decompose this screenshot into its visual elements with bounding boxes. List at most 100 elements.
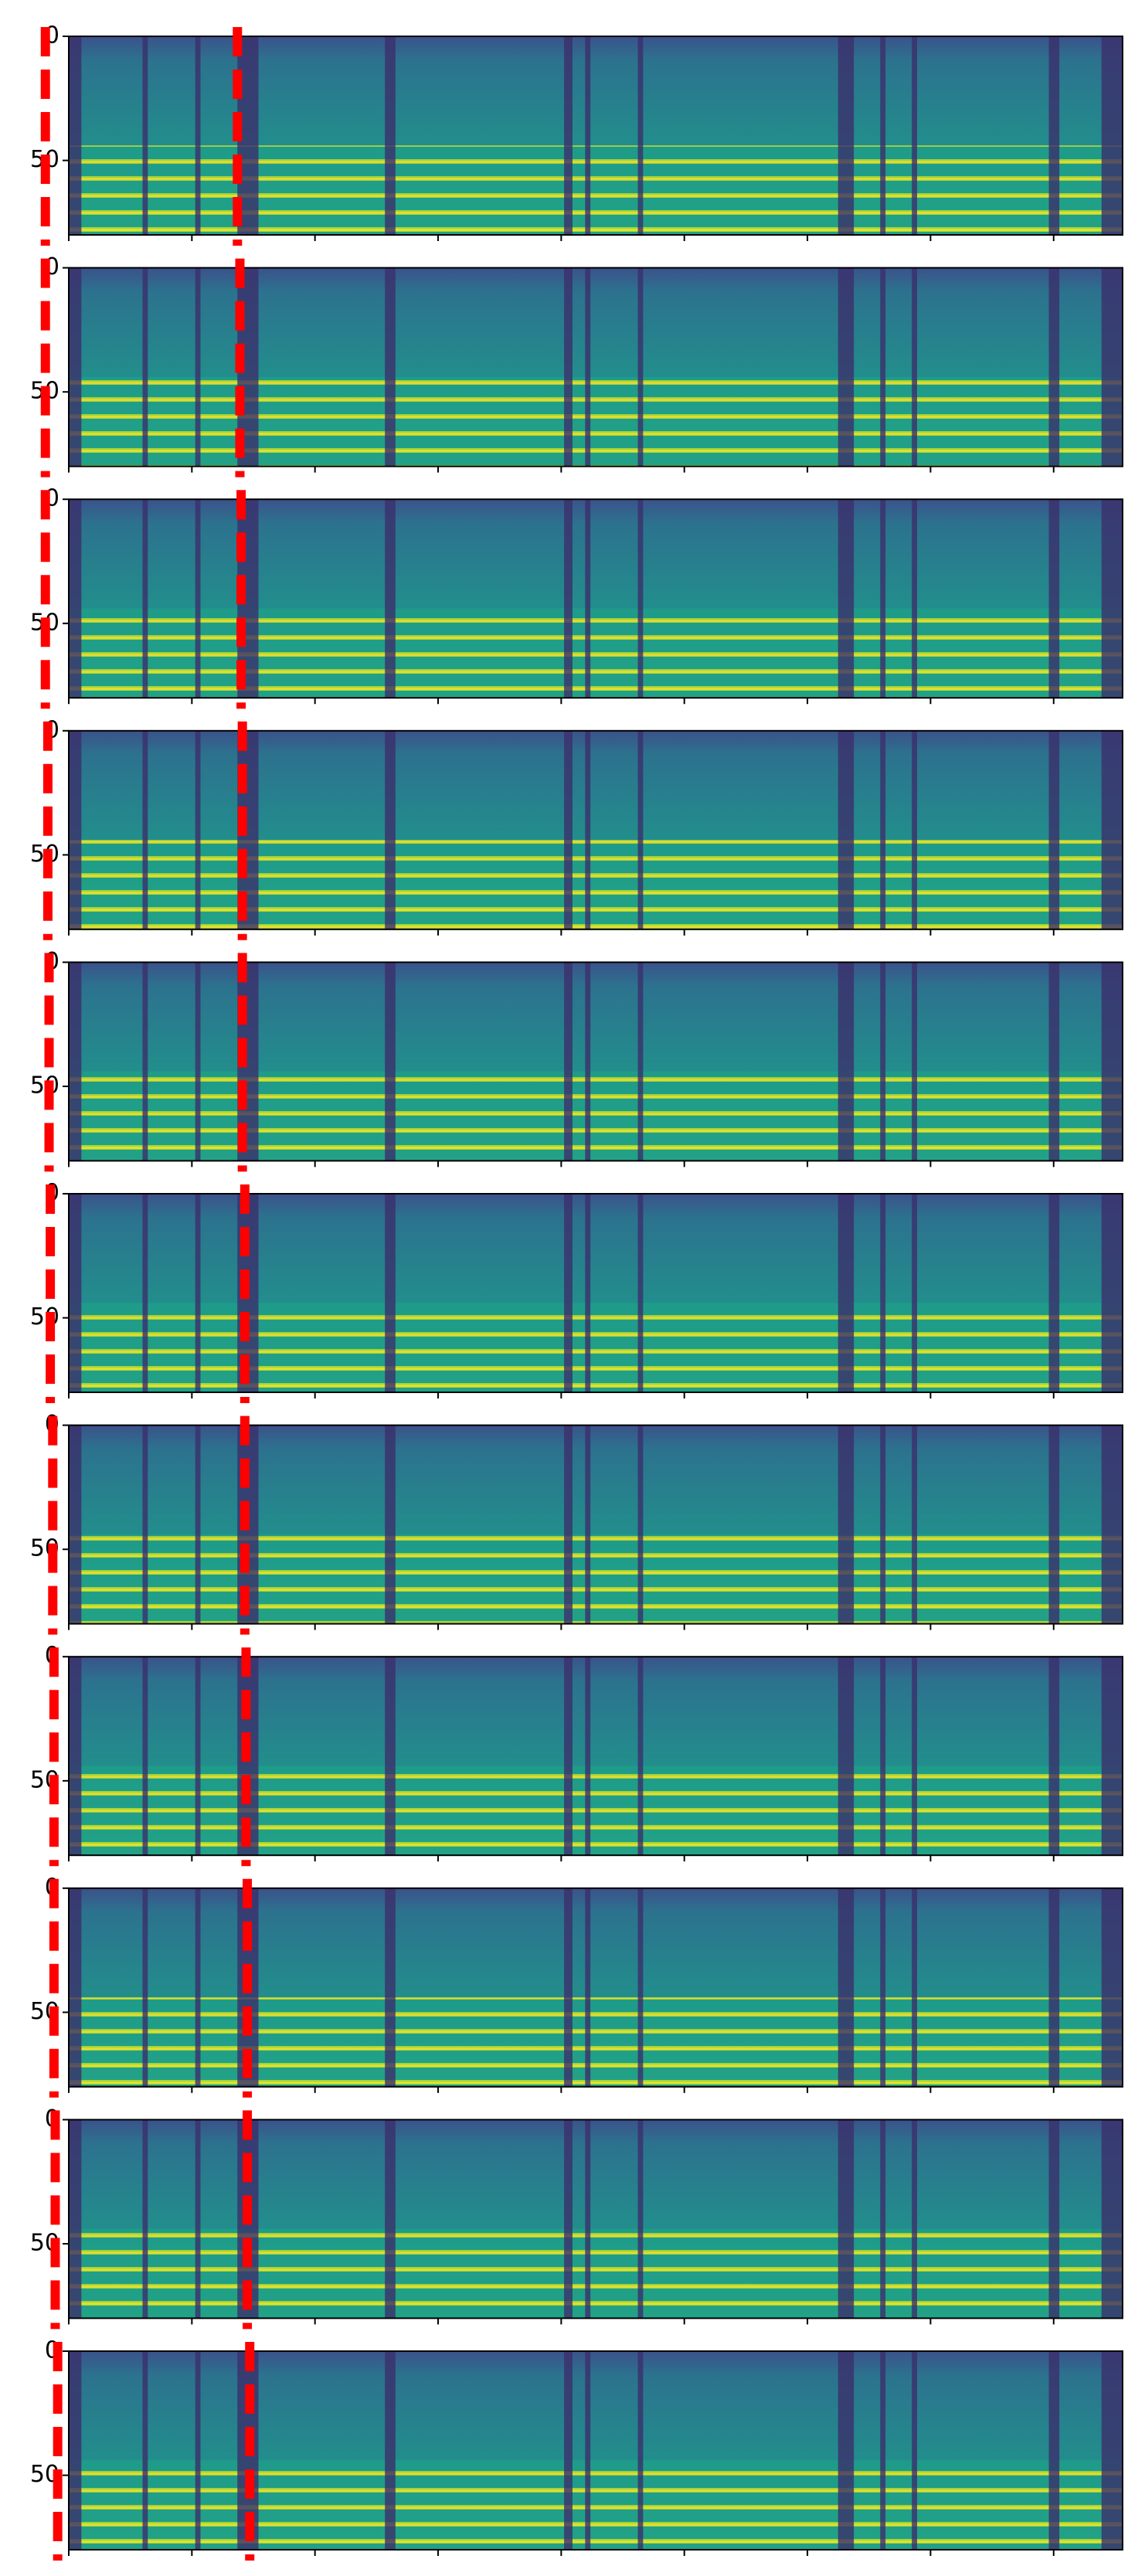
spectrogram-silence: [838, 1888, 854, 2087]
spectrogram-silence: [912, 730, 918, 929]
spectrogram-silence: [1101, 730, 1123, 929]
spectrogram-silence: [637, 1657, 644, 1856]
spectrogram-harmonics: [69, 376, 1123, 467]
spectrogram-silence: [564, 1194, 572, 1392]
spectrogram-silence: [195, 2119, 201, 2319]
spectrogram-silence: [880, 730, 886, 929]
spectrogram-silence: [637, 499, 644, 698]
spectrogram-silence: [912, 962, 918, 1161]
spectrogram-silence: [880, 267, 886, 467]
spectrogram-silence: [880, 1194, 886, 1392]
spectrogram-silence: [912, 1888, 918, 2087]
spectrogram-silence: [912, 1657, 918, 1856]
spectrogram-silence: [385, 2119, 396, 2319]
spectrogram-panel: 050: [30, 1874, 1123, 2098]
spectrogram-silence: [195, 962, 201, 1161]
spectrogram-silence: [838, 962, 854, 1161]
spectrogram-silence: [1048, 1194, 1060, 1392]
spectrogram-silence: [1101, 962, 1123, 1161]
axes-frame: [68, 1656, 1123, 1857]
spectrogram-silence: [912, 2351, 918, 2550]
spectrogram-silence: [912, 267, 918, 467]
spectrogram-silence: [142, 730, 148, 929]
spectrogram-silence: [195, 499, 201, 698]
spectrogram-silence: [142, 2119, 148, 2319]
spectrogram-silence: [585, 2351, 591, 2550]
spectrogram-silence: [195, 2351, 201, 2550]
axes-frame: [68, 1193, 1123, 1393]
spectrogram-silence: [637, 2119, 644, 2319]
axes-frame: [68, 36, 1123, 236]
spectrogram-silence: [385, 962, 396, 1161]
spectrogram-silence: [195, 1657, 201, 1856]
spectrogram-silence: [142, 267, 148, 467]
spectrogram-silence: [142, 2351, 148, 2550]
spectrogram-silence: [385, 730, 396, 929]
spectrogram-silence: [69, 962, 82, 1161]
spectrogram-silence: [880, 2119, 886, 2319]
spectrogram-silence: [637, 267, 644, 467]
spectrogram-silence: [69, 2119, 82, 2319]
spectrogram-silence: [912, 2119, 918, 2319]
spectrogram-silence: [564, 1657, 572, 1856]
spectrogram-silence: [1048, 1888, 1060, 2087]
spectrogram-silence: [1101, 36, 1123, 235]
spectrogram-silence: [142, 1425, 148, 1624]
spectrogram-silence: [142, 499, 148, 698]
spectrogram-silence: [195, 267, 201, 467]
spectrogram-silence: [912, 1194, 918, 1392]
spectrogram-harmonics: [69, 1997, 1123, 2087]
spectrogram-silence: [1048, 499, 1060, 698]
spectrogram-silence: [585, 1425, 591, 1624]
spectrogram-silence: [564, 1888, 572, 2087]
spectrogram-silence: [1101, 499, 1123, 698]
spectrogram-silence: [564, 36, 572, 235]
spectrogram-silence: [838, 2119, 854, 2319]
spectrogram-silence: [880, 962, 886, 1161]
spectrogram-silence: [195, 36, 201, 235]
spectrogram-silence: [585, 267, 591, 467]
spectrogram-silence: [69, 267, 82, 467]
spectrogram-panel: 050: [30, 1411, 1123, 1635]
spectrogram-silence: [1048, 2119, 1060, 2319]
spectrogram-silence: [385, 2351, 396, 2550]
spectrogram-silence: [1101, 2119, 1123, 2319]
axes-frame: [68, 267, 1123, 467]
spectrogram-silence: [69, 1888, 82, 2087]
spectrogram-silence: [585, 1657, 591, 1856]
spectrogram-harmonics: [69, 1303, 1123, 1392]
spectrogram-silence: [880, 499, 886, 698]
spectrogram-panel: 050: [30, 22, 1123, 246]
spectrogram-silence: [195, 1425, 201, 1624]
spectrogram-silence: [385, 267, 396, 467]
spectrogram-silence: [564, 2351, 572, 2550]
spectrogram-silence: [385, 1657, 396, 1856]
spectrogram-silence: [880, 1657, 886, 1856]
spectrogram-harmonics: [69, 840, 1123, 929]
spectrogram-silence: [838, 36, 854, 235]
spectrogram-harmonics: [69, 145, 1123, 235]
spectrogram-silence: [69, 1657, 82, 1856]
spectrogram-harmonics: [69, 2460, 1123, 2550]
spectrogram-silence: [637, 1888, 644, 2087]
spectrogram-silence: [564, 1425, 572, 1624]
spectrogram-silence: [880, 2351, 886, 2550]
spectrogram-silence: [585, 730, 591, 929]
axes-frame: [68, 729, 1123, 930]
spectrogram-silence: [385, 1888, 396, 2087]
spectrogram-silence: [880, 1888, 886, 2087]
spectrogram-silence: [385, 499, 396, 698]
axes-frame: [68, 961, 1123, 1162]
spectrogram-silence: [1101, 1194, 1123, 1392]
spectrogram-silence: [838, 2351, 854, 2550]
axes-frame: [68, 1887, 1123, 2088]
spectrogram-harmonics: [69, 2228, 1123, 2319]
spectrogram-silence: [880, 1425, 886, 1624]
spectrogram-silence: [585, 1888, 591, 2087]
spectrogram-silence: [195, 730, 201, 929]
spectrogram-silence: [637, 1194, 644, 1392]
spectrogram-silence: [564, 730, 572, 929]
spectrogram-harmonics: [69, 608, 1123, 698]
spectrogram-silence: [1101, 1888, 1123, 2087]
